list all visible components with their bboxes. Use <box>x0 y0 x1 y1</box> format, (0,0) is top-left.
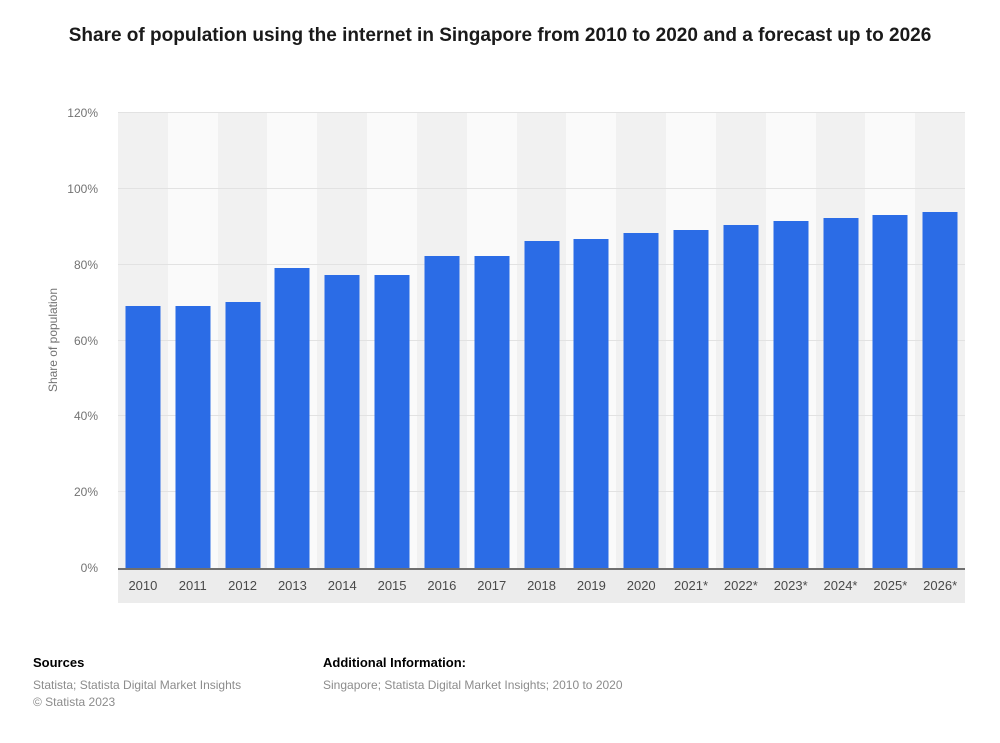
copyright-text: © Statista 2023 <box>33 695 116 709</box>
column-2021 <box>666 113 716 568</box>
x-tick-label-2024: 2024* <box>823 578 858 593</box>
bar-columns <box>118 113 965 568</box>
x-tick-label-2023: 2023* <box>773 578 808 593</box>
y-tick-label-0: 0% <box>80 561 98 575</box>
column-2025 <box>865 113 915 568</box>
column-2019 <box>566 113 616 568</box>
bar-2021 <box>673 229 709 568</box>
sources-label: Sources <box>33 655 85 670</box>
plot-area <box>118 112 966 570</box>
bar-2025 <box>872 215 908 568</box>
bar-2026 <box>922 211 958 568</box>
bar-2022 <box>723 224 759 568</box>
column-2012 <box>218 113 268 568</box>
x-tick-label-2021: 2021* <box>674 578 709 593</box>
x-tick-label-2012: 2012 <box>228 578 258 593</box>
x-tick-label-2018: 2018 <box>527 578 556 593</box>
column-2017 <box>467 113 517 568</box>
bar-2019 <box>573 238 609 568</box>
gridline-100 <box>118 187 965 189</box>
column-2026 <box>915 113 965 568</box>
sources-block: Sources Statista; Statista Digital Marke… <box>33 655 323 711</box>
x-tick-label-2016: 2016 <box>427 578 457 593</box>
y-tick-label-80: 80% <box>73 257 98 272</box>
y-tick-label-120: 120% <box>67 106 98 120</box>
additional-info-block: Additional Information: Singapore; Stati… <box>323 655 967 711</box>
x-tick-label-2025: 2025* <box>873 578 908 593</box>
y-axis-tick-labels: 0% 20% 40% 60% 80% 100% 120% <box>56 106 108 575</box>
x-tick-label-2026: 2026* <box>923 578 958 593</box>
bar-2024 <box>823 218 858 568</box>
column-2014 <box>317 113 367 568</box>
bar-2014 <box>324 275 360 568</box>
chart-title: Share of population using the internet i… <box>68 25 932 46</box>
bar-2013 <box>274 268 310 568</box>
x-tick-label-2019: 2019 <box>576 578 606 593</box>
column-2015 <box>367 113 417 568</box>
x-tick-label-2011: 2011 <box>178 578 207 593</box>
bar-2015 <box>374 275 410 568</box>
bar-2017 <box>474 255 510 568</box>
y-tick-label-20: 20% <box>73 485 98 500</box>
y-tick-label-40: 40% <box>73 409 98 424</box>
column-2023 <box>766 113 816 568</box>
bar-2011 <box>175 306 211 568</box>
x-tick-label-2010: 2010 <box>128 578 158 593</box>
bar-2020 <box>623 233 659 568</box>
column-2022 <box>716 113 766 568</box>
chart-footer: Sources Statista; Statista Digital Marke… <box>33 655 967 711</box>
column-2016 <box>417 113 467 568</box>
column-2020 <box>616 113 666 568</box>
x-tick-label-2014: 2014 <box>327 578 357 593</box>
column-2013 <box>267 113 317 568</box>
x-tick-label-2015: 2015 <box>377 578 407 593</box>
column-2024 <box>816 113 866 568</box>
y-tick-label-60: 60% <box>73 333 98 348</box>
bar-2018 <box>524 241 560 568</box>
x-tick-label-2020: 2020 <box>626 578 656 593</box>
x-tick-label-2013: 2013 <box>277 578 307 593</box>
additional-info-text: Singapore; Statista Digital Market Insig… <box>323 678 623 692</box>
x-tick-label-2022: 2022* <box>723 578 758 593</box>
column-2010 <box>118 113 168 568</box>
x-tick-label-2017: 2017 <box>477 578 507 593</box>
sources-text: Statista; Statista Digital Market Insigh… <box>33 678 242 692</box>
bar-2010 <box>125 306 161 568</box>
bar-2012 <box>225 302 261 568</box>
column-2018 <box>517 113 567 568</box>
gridline-120 <box>118 112 965 113</box>
bar-2016 <box>424 255 460 568</box>
column-2011 <box>168 113 218 568</box>
y-tick-label-100: 100% <box>67 181 98 196</box>
bar-2023 <box>773 221 809 568</box>
additional-info-label: Additional Information: <box>323 655 466 670</box>
x-axis-labels: 2010 2011 2012 2013 2014 2015 2016 2017 2018 2019… <box>118 570 965 603</box>
